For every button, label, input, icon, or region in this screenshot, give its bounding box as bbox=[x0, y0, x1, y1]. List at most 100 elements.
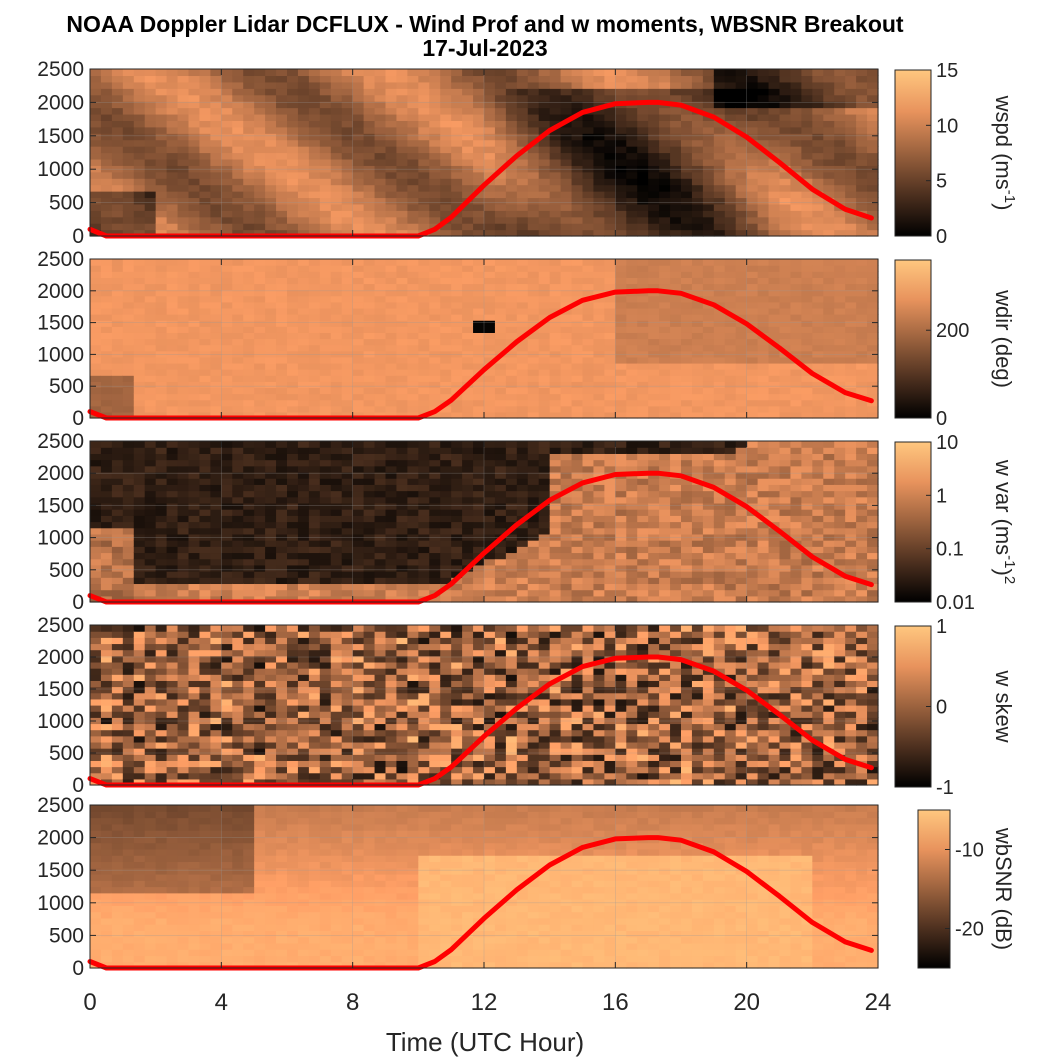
heatmap-cell bbox=[276, 484, 288, 492]
heatmap-cell bbox=[648, 344, 660, 352]
heatmap-cell bbox=[330, 152, 343, 160]
heatmap-cell bbox=[779, 387, 792, 395]
heatmap-cell bbox=[702, 216, 715, 224]
heatmap-cell bbox=[429, 216, 441, 224]
heatmap-cell bbox=[757, 399, 770, 407]
heatmap-cell bbox=[177, 88, 190, 96]
heatmap-cell bbox=[396, 210, 408, 218]
heatmap-cell bbox=[155, 75, 168, 83]
heatmap-cell bbox=[615, 133, 627, 141]
heatmap-cell bbox=[484, 216, 496, 224]
heatmap-cell bbox=[396, 447, 408, 454]
heatmap-cell bbox=[724, 216, 737, 224]
heatmap-cell bbox=[735, 101, 748, 109]
heatmap-cell bbox=[516, 344, 529, 352]
heatmap-cell bbox=[494, 271, 507, 278]
heatmap-cell bbox=[713, 158, 726, 166]
heatmap-cell bbox=[538, 203, 551, 211]
heatmap-cell bbox=[330, 405, 343, 413]
heatmap-cell bbox=[462, 350, 474, 358]
heatmap-cell bbox=[418, 301, 430, 309]
heatmap-cell bbox=[812, 326, 824, 333]
heatmap-cell bbox=[265, 478, 277, 485]
heatmap-cell bbox=[451, 338, 463, 346]
heatmap-cell bbox=[155, 459, 168, 467]
heatmap-cell bbox=[681, 69, 693, 77]
heatmap-cell bbox=[287, 558, 299, 566]
heatmap-cell bbox=[276, 405, 288, 413]
heatmap-cell bbox=[276, 344, 288, 352]
heatmap-cell bbox=[845, 191, 857, 199]
heatmap-cell bbox=[254, 289, 266, 297]
heatmap-cell bbox=[363, 484, 376, 492]
heatmap-cell bbox=[582, 197, 595, 205]
heatmap-cell bbox=[90, 465, 102, 473]
heatmap-cell bbox=[155, 589, 168, 597]
heatmap-cell bbox=[363, 314, 376, 321]
heatmap-cell bbox=[155, 271, 168, 278]
heatmap-cell bbox=[133, 405, 146, 413]
y-tick-label: 500 bbox=[49, 192, 84, 215]
heatmap-cell bbox=[319, 152, 332, 160]
heatmap-cell bbox=[122, 259, 135, 266]
heatmap-cell bbox=[407, 101, 419, 109]
heatmap-cell bbox=[385, 314, 398, 321]
heatmap-cell bbox=[287, 326, 299, 333]
heatmap-cell bbox=[90, 405, 102, 413]
heatmap-cell bbox=[812, 126, 824, 134]
heatmap-cell bbox=[462, 259, 474, 266]
heatmap-cell bbox=[834, 133, 846, 141]
heatmap-cell bbox=[560, 94, 573, 102]
heatmap-cell bbox=[144, 307, 157, 315]
heatmap-cell bbox=[396, 533, 408, 541]
heatmap-cell bbox=[691, 369, 704, 376]
heatmap-cell bbox=[319, 81, 332, 89]
heatmap-cell bbox=[440, 301, 452, 309]
heatmap-cell bbox=[527, 88, 540, 96]
heatmap-cell bbox=[133, 496, 146, 504]
heatmap-cell bbox=[691, 393, 704, 401]
heatmap-cell bbox=[374, 171, 387, 179]
heatmap-cell bbox=[385, 558, 398, 566]
heatmap-cell bbox=[243, 405, 255, 413]
heatmap-cell bbox=[385, 158, 398, 166]
heatmap-cell bbox=[440, 459, 452, 467]
heatmap-cell bbox=[341, 94, 354, 102]
heatmap-cell bbox=[111, 350, 124, 358]
heatmap-cell bbox=[702, 101, 715, 109]
heatmap-cell bbox=[845, 158, 857, 166]
heatmap-cell bbox=[670, 356, 682, 364]
heatmap-cell bbox=[111, 447, 124, 454]
heatmap-cell bbox=[330, 81, 343, 89]
heatmap-cell bbox=[297, 527, 310, 535]
heatmap-cell bbox=[768, 356, 781, 364]
heatmap-cell bbox=[812, 362, 824, 370]
heatmap-cell bbox=[418, 271, 430, 278]
heatmap-cell bbox=[363, 158, 376, 166]
heatmap-cell bbox=[615, 94, 627, 102]
heatmap-cell bbox=[407, 399, 419, 407]
heatmap-cell bbox=[834, 81, 846, 89]
heatmap-cell bbox=[560, 405, 573, 413]
heatmap-cell bbox=[221, 564, 233, 572]
heatmap-cell bbox=[100, 447, 113, 454]
heatmap-cell bbox=[516, 223, 529, 231]
heatmap-cell bbox=[604, 120, 616, 128]
heatmap-cell bbox=[166, 564, 179, 572]
heatmap-cell bbox=[210, 490, 222, 498]
heatmap-cell bbox=[243, 471, 255, 479]
heatmap-cell bbox=[484, 133, 496, 141]
heatmap-cell bbox=[100, 94, 113, 102]
heatmap-cell bbox=[155, 184, 168, 192]
heatmap-cell bbox=[823, 113, 835, 121]
heatmap-cell bbox=[177, 265, 190, 272]
heatmap-cell bbox=[538, 229, 551, 237]
heatmap-cell bbox=[243, 515, 255, 523]
heatmap-cell bbox=[352, 75, 365, 83]
heatmap-cell bbox=[363, 107, 376, 115]
heatmap-cell bbox=[243, 165, 255, 173]
heatmap-cell bbox=[582, 203, 595, 211]
heatmap-cell bbox=[571, 94, 584, 102]
heatmap-cell bbox=[473, 381, 485, 389]
heatmap-cell bbox=[746, 265, 759, 272]
